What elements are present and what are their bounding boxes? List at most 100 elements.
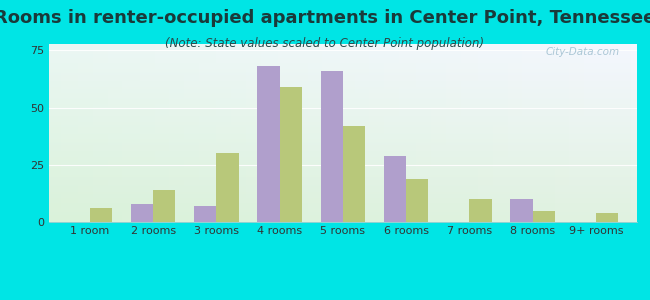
Bar [346,44,349,222]
Bar [578,44,581,222]
Bar [252,44,255,222]
Bar [49,71,637,72]
Bar [49,114,637,115]
Bar [49,91,637,92]
Bar [49,211,637,212]
Bar [49,205,637,206]
Bar [49,131,637,132]
Bar [49,100,637,101]
Bar [49,108,637,109]
Bar [469,44,473,222]
Bar [49,122,637,123]
Bar [311,44,313,222]
Bar [302,44,305,222]
Bar [49,49,637,50]
Bar [49,181,637,182]
Bar [49,216,637,217]
Bar [331,44,334,222]
Bar [49,183,637,184]
Bar [463,44,467,222]
Bar [467,44,469,222]
Bar [187,44,190,222]
Bar [49,57,637,58]
Bar [49,72,637,73]
Bar [49,93,637,94]
Bar [49,104,637,105]
Bar [49,138,637,139]
Bar [49,123,637,124]
Bar [307,44,311,222]
Bar [49,118,637,119]
Bar [349,44,352,222]
Bar [161,44,163,222]
Bar [234,44,237,222]
Bar [49,118,637,119]
Bar [460,44,463,222]
Bar [49,111,637,112]
Bar [363,44,367,222]
Bar [49,210,637,211]
Bar [393,44,396,222]
Bar [207,44,211,222]
Bar [280,87,302,222]
Bar [72,44,75,222]
Bar [49,53,637,54]
Bar [49,177,637,178]
Bar [49,52,637,53]
Bar [431,44,434,222]
Bar [120,44,122,222]
Bar [375,44,378,222]
Bar [131,44,134,222]
Bar [87,44,90,222]
Bar [469,199,491,222]
Bar [49,116,637,117]
Bar [602,44,604,222]
Bar [49,47,637,48]
Bar [49,143,637,144]
Bar [367,44,369,222]
Bar [49,109,637,110]
Bar [49,58,637,59]
Bar [305,44,307,222]
Bar [49,88,637,89]
Bar [163,44,166,222]
Bar [49,190,637,191]
Bar [49,176,637,177]
Bar [369,44,372,222]
Bar [84,44,87,222]
Bar [257,44,261,222]
Bar [49,219,637,220]
Bar [240,44,243,222]
Bar [49,133,637,134]
Bar [49,146,637,147]
Text: City-Data.com: City-Data.com [545,47,619,57]
Bar [49,218,637,219]
Bar [496,44,499,222]
Bar [49,66,637,67]
Bar [484,44,487,222]
Bar [490,44,493,222]
Bar [49,168,637,169]
Bar [452,44,454,222]
Bar [434,44,437,222]
Bar [108,44,111,222]
Bar [49,212,637,213]
Bar [49,136,637,137]
Bar [49,90,637,91]
Bar [49,208,637,209]
Bar [599,44,602,222]
Bar [343,44,346,222]
Bar [75,44,78,222]
Bar [558,44,560,222]
Bar [528,44,531,222]
Bar [278,44,281,222]
Bar [49,144,637,145]
Bar [537,44,540,222]
Bar [49,65,637,66]
Bar [49,142,637,143]
Bar [49,204,637,205]
Bar [49,137,637,138]
Bar [49,77,637,78]
Bar [49,119,637,120]
Bar [478,44,481,222]
